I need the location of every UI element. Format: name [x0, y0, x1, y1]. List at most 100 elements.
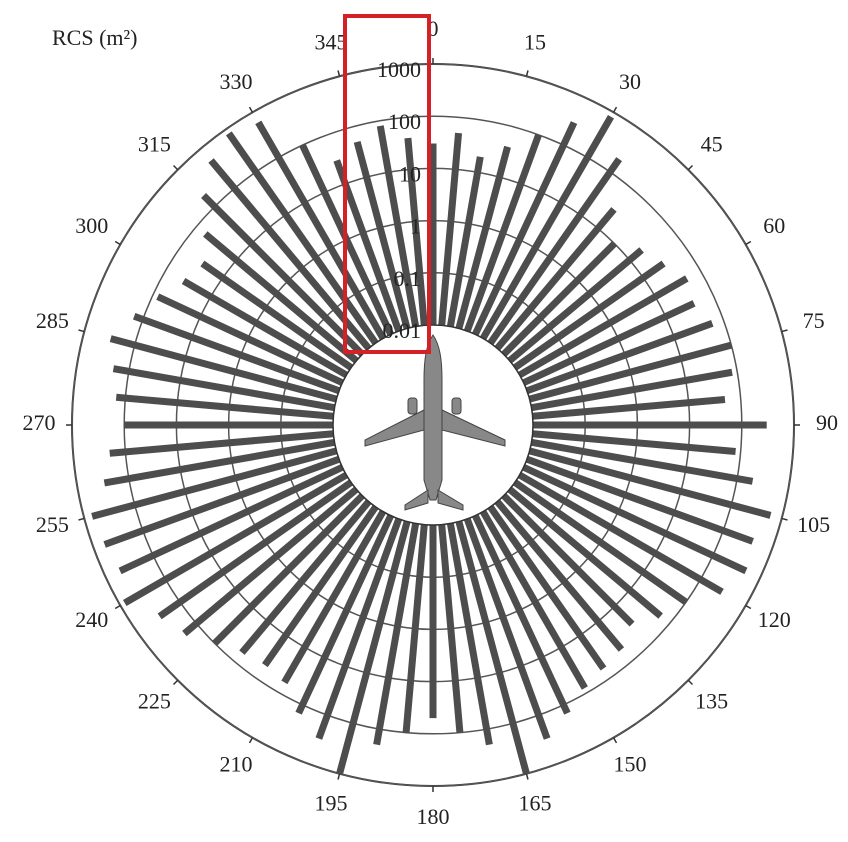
rcs-spike — [455, 145, 511, 330]
rcs-spike — [255, 120, 387, 341]
airplane — [364, 334, 506, 511]
rcs-spike — [262, 504, 379, 668]
theta-tick-label: 135 — [695, 689, 728, 714]
theta-tick — [745, 240, 752, 246]
rcs-spike — [463, 517, 551, 740]
rcs-spike — [109, 430, 334, 457]
r-tick-label: 10 — [399, 161, 421, 186]
rcs-spike — [532, 395, 726, 420]
theta-tick — [172, 164, 179, 171]
rcs-spike — [446, 522, 493, 746]
rcs-spike — [525, 455, 754, 545]
rcs-spike — [446, 156, 484, 328]
rcs-spike — [109, 335, 338, 403]
theta-tick — [687, 679, 694, 686]
rcs-spike — [208, 158, 372, 351]
rcs-spike — [512, 260, 666, 371]
rcs-spike — [295, 514, 394, 715]
rcs-spike — [507, 247, 644, 364]
rcs-spike — [517, 471, 724, 595]
rcs-spike — [512, 479, 688, 605]
theta-tick-label: 165 — [518, 791, 551, 816]
theta-tick-label: 75 — [803, 308, 825, 333]
theta-tick — [248, 737, 254, 744]
rcs-spike — [376, 125, 420, 328]
rcs-spike — [112, 365, 336, 412]
rcs-spike — [404, 137, 428, 326]
rcs-spike — [522, 464, 748, 575]
rcs-spike — [200, 260, 354, 371]
theta-tick — [525, 70, 529, 77]
rcs-spike — [212, 493, 365, 646]
rcs-spike — [532, 430, 736, 455]
theta-tick — [248, 106, 254, 113]
r-tick-label: 0.01 — [383, 318, 422, 343]
rcs-spike — [438, 132, 463, 326]
rcs-spike — [501, 493, 635, 627]
theta-tick-label: 330 — [220, 69, 253, 94]
theta-tick-label: 345 — [315, 29, 348, 54]
rcs-spike — [463, 133, 542, 333]
rcs-spike — [472, 121, 578, 336]
rcs-spike — [479, 509, 588, 690]
theta-tick-label: 195 — [315, 791, 348, 816]
theta-tick-label: 0 — [428, 16, 439, 41]
rcs-spike — [157, 479, 354, 620]
theta-tick — [745, 604, 752, 610]
theta-tick-label: 270 — [23, 410, 56, 435]
rcs-spike — [122, 471, 349, 607]
rcs-spike — [528, 341, 733, 403]
r-tick-label: 1 — [410, 214, 421, 239]
spikes — [91, 114, 772, 775]
rcs-spike — [203, 231, 359, 364]
theta-tick-label: 210 — [220, 751, 253, 776]
rcs-spike — [239, 499, 372, 655]
rcs-spike — [103, 455, 341, 548]
rcs-spike — [530, 438, 754, 485]
rcs-spike — [115, 393, 334, 420]
theta-tick-label: 150 — [614, 751, 647, 776]
rcs-spike — [479, 114, 615, 341]
theta-tick-label: 90 — [816, 410, 838, 435]
theta-tick-label: 240 — [75, 607, 108, 632]
rcs-spike — [528, 447, 772, 519]
theta-tick — [78, 329, 85, 333]
rcs-spike — [517, 275, 689, 379]
theta-tick — [78, 517, 85, 521]
rcs-spike — [156, 293, 344, 386]
rcs-spike — [315, 517, 403, 740]
rcs-spike — [487, 157, 623, 346]
rcs-spike — [353, 140, 411, 330]
theta-tick — [781, 329, 788, 333]
theta-tick — [687, 164, 694, 171]
rcs-spike — [494, 207, 617, 351]
rcs-spike — [522, 300, 696, 386]
theta-tick-label: 285 — [36, 308, 69, 333]
theta-tick — [337, 70, 341, 77]
theta-tick — [114, 604, 121, 610]
theta-tick — [172, 679, 179, 686]
rcs-spike — [494, 499, 625, 652]
rcs-spike — [132, 312, 341, 395]
theta-tick-label: 30 — [619, 69, 641, 94]
rcs-spike — [201, 193, 365, 357]
theta-tick-label: 105 — [797, 512, 830, 537]
theta-tick — [612, 106, 618, 113]
theta-tick-label: 15 — [524, 29, 546, 54]
axis-label: RCS (m²) — [52, 25, 137, 50]
rcs-spike — [455, 520, 530, 775]
theta-tick — [337, 773, 341, 780]
theta-tick-label: 60 — [763, 213, 785, 238]
rcs-spike — [525, 320, 714, 395]
rcs-spike — [501, 241, 617, 357]
rcs-spike — [225, 131, 379, 346]
rcs-spike — [472, 514, 571, 715]
theta-tick — [612, 737, 618, 744]
rcs-spike — [530, 368, 733, 412]
rcs-spike — [402, 524, 428, 733]
theta-tick-label: 315 — [138, 131, 171, 156]
highlight-box — [343, 14, 431, 354]
rcs-spike — [91, 447, 338, 520]
theta-tick — [114, 240, 121, 246]
